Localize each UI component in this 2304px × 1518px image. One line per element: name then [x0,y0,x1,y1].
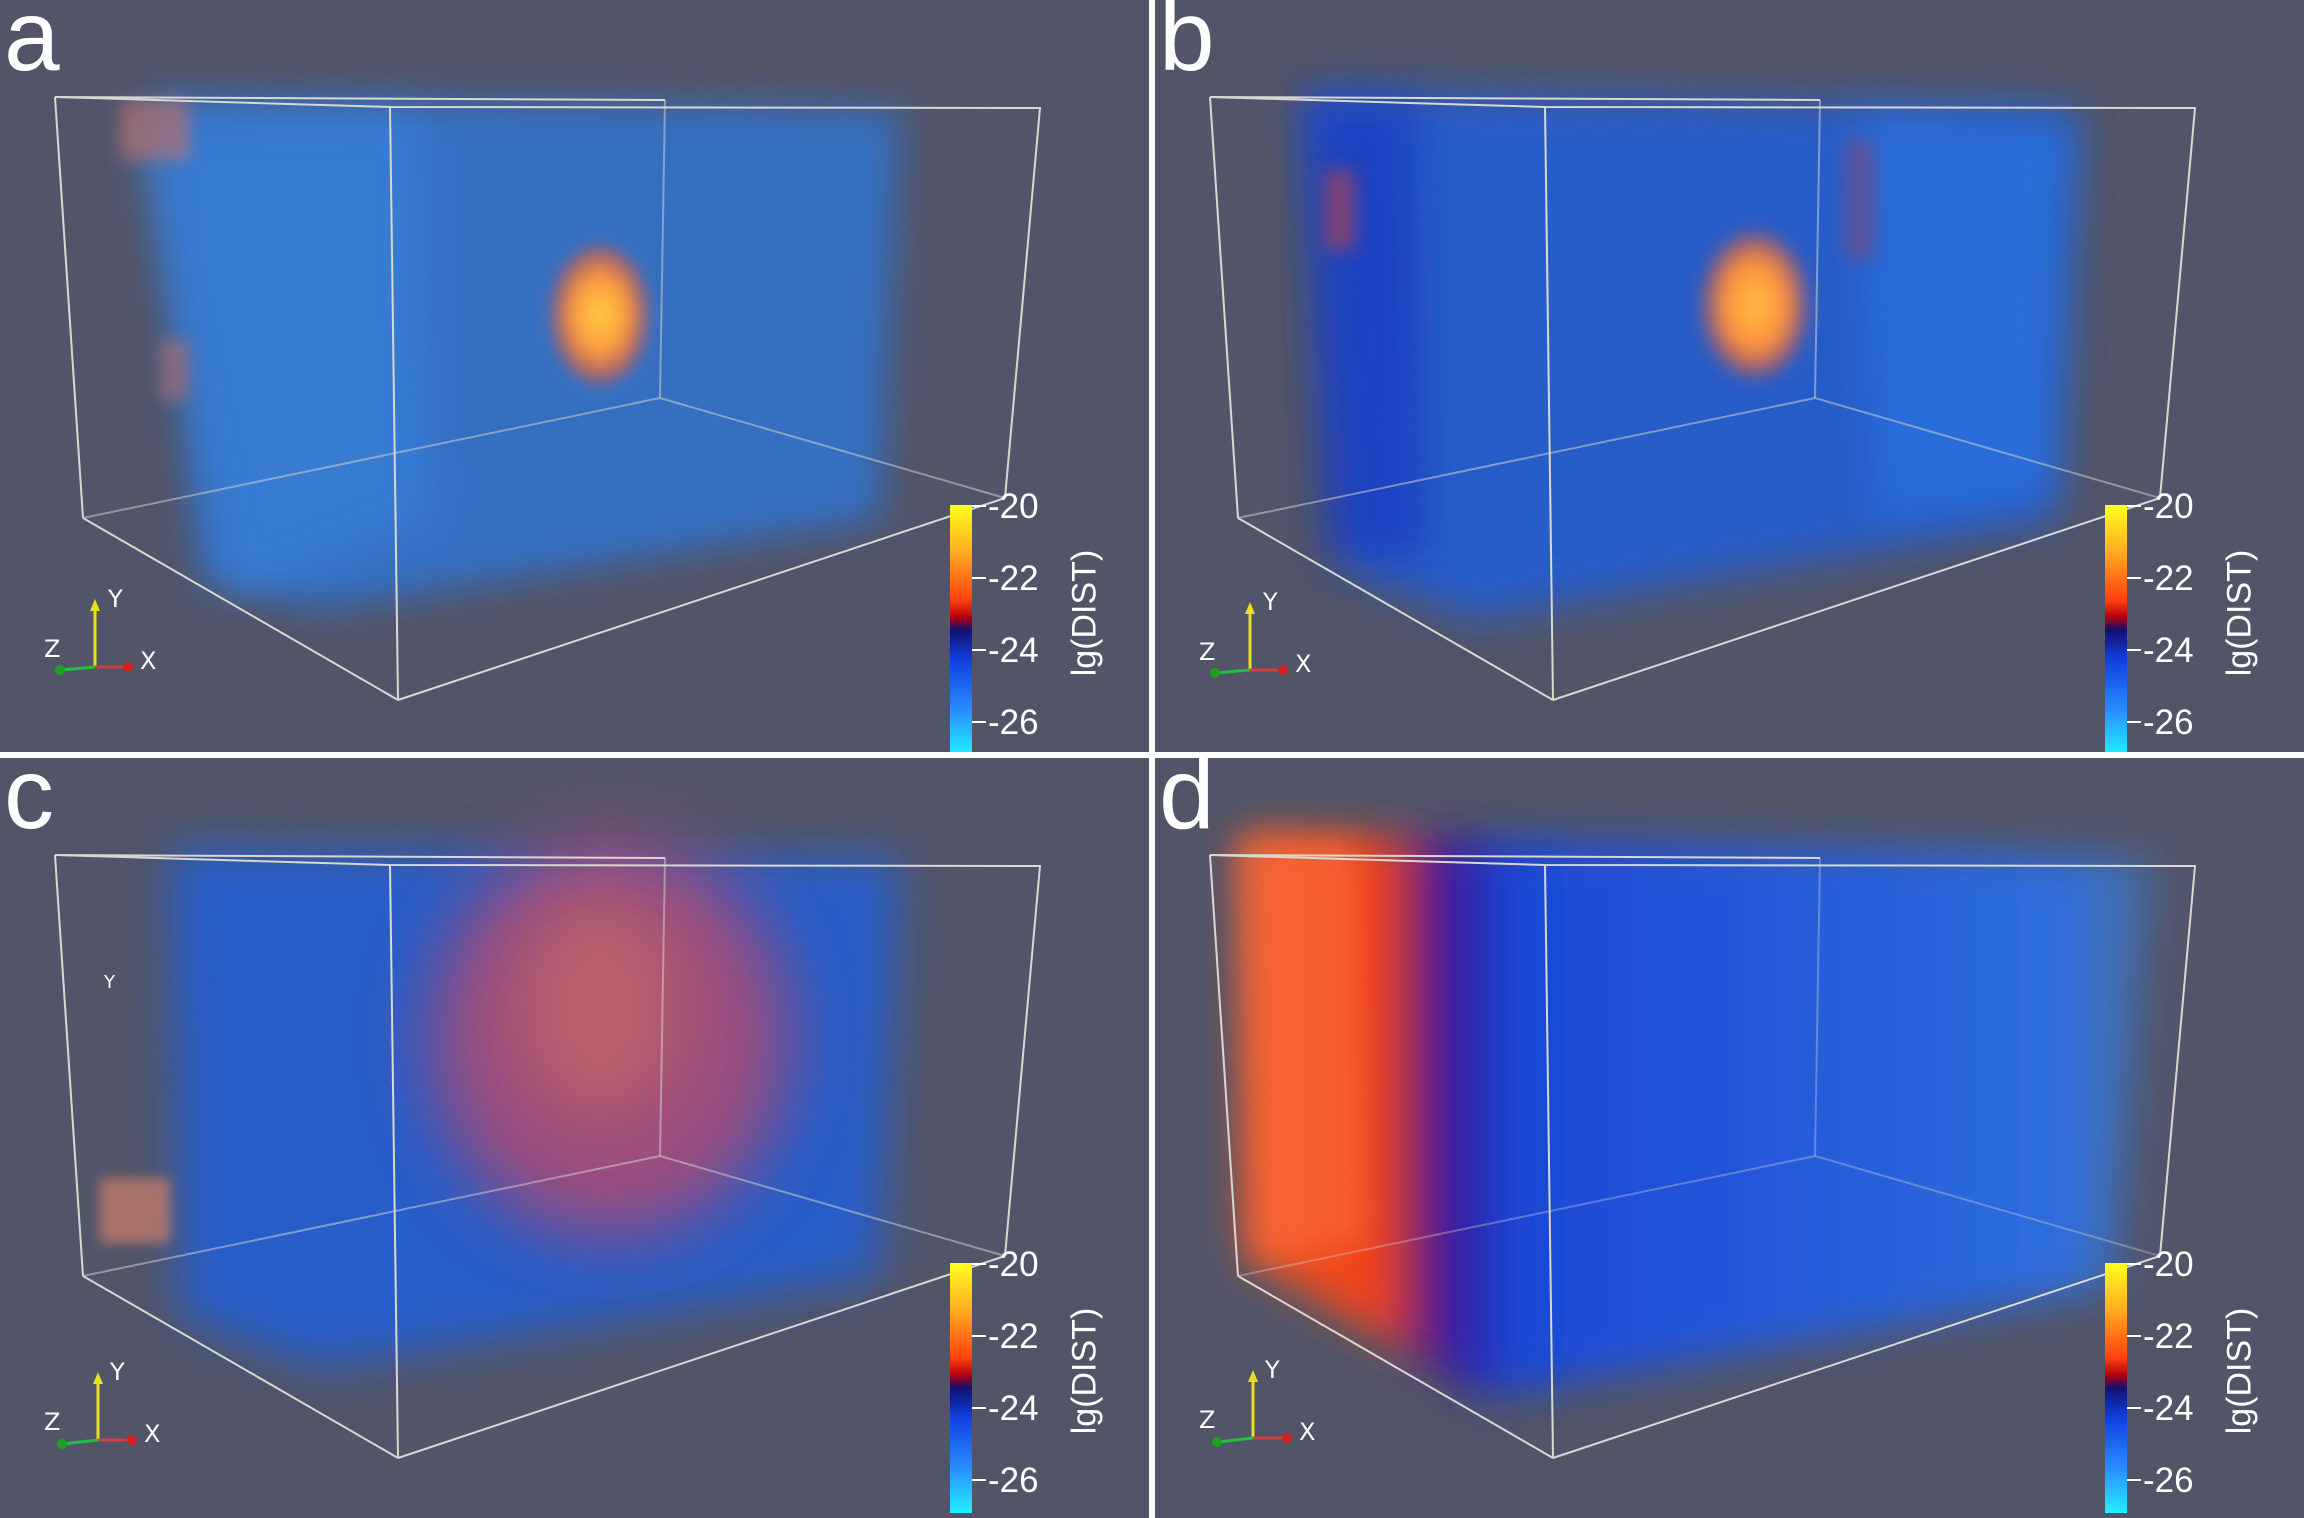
panel-letter-d: d [1159,758,1215,850]
axis-label-z: Z [44,1408,61,1436]
colorbar-tick: -20 [2143,1245,2194,1284]
colorbar-tick: -24 [988,1389,1039,1428]
colorbar-c: -20 -22 -24 -26 lg(DIST) [950,1247,1149,1513]
colorbar-title: lg(DIST) [1065,1307,1104,1435]
colorbar-tick: -20 [2143,487,2194,526]
z-axis-icon [1216,1436,1254,1444]
colorbar-gradient [2105,1263,2127,1513]
colorbar-tick: -22 [988,559,1039,598]
colorbar-tick: -24 [988,631,1039,670]
volume-render-d [1209,833,2197,1459]
axis-label-x: X [144,1420,161,1448]
hotspot-b [1703,233,1807,377]
axes-triad-d: Y Z X [1195,1356,1335,1456]
axis-label-y: Y [110,1358,125,1386]
colorbar-title: lg(DIST) [2220,549,2259,677]
colorbar-gradient [950,1263,972,1513]
axes-triad-a: Y Z X [40,585,180,685]
panel-c: c Y Y Z X -20 -22 -24 -26 lg(D [0,758,1149,1518]
colorbar-tick: -26 [2143,703,2194,742]
bounding-box-b [1209,96,2197,701]
axis-label-x: X [140,647,157,675]
volume-render-c [54,838,1042,1459]
z-axis-icon [59,665,96,672]
colorbar-b: -20 -22 -24 -26 lg(DIST) [2105,489,2304,752]
panel-b: b Y Z X -20 -22 -24 -26 lg(DIST) [1155,0,2304,752]
colorbar-tick: -26 [2143,1461,2194,1500]
colorbar-title: lg(DIST) [2220,1307,2259,1435]
colorbar-tick: -22 [2143,1317,2194,1356]
z-axis-icon [1214,668,1251,675]
panel-letter-c: c [4,758,54,850]
colorbar-tick: -24 [2143,631,2194,670]
floating-axis-label: Y [104,972,115,993]
axis-label-z: Z [1199,638,1216,666]
bounding-box-c [54,854,1042,1459]
colorbar-tick: -20 [988,1245,1039,1284]
z-axis-icon [61,1438,99,1446]
colorbar-tick: -26 [988,1461,1039,1500]
colorbar-tick: -26 [988,703,1039,742]
axis-label-x: X [1295,650,1312,678]
volume-render-a [54,95,1042,701]
hotspot-a [552,247,648,383]
axis-label-z: Z [1199,1406,1216,1434]
axis-label-y: Y [1265,1356,1280,1384]
axis-label-y: Y [1263,588,1278,616]
colorbar-tick: -22 [2143,559,2194,598]
colorbar-tick: -24 [2143,1389,2194,1428]
axis-label-x: X [1299,1418,1316,1446]
bounding-box-d [1209,854,2197,1459]
panel-letter-a: a [4,0,60,92]
colorbar-gradient [950,505,972,752]
colorbar-tick: -20 [988,487,1039,526]
colorbar-d: -20 -22 -24 -26 lg(DIST) [2105,1247,2304,1513]
axis-label-z: Z [44,635,61,663]
panel-a: a Y Z X -20 -22 -24 -26 lg(DIST) [0,0,1149,752]
axes-triad-c: Y Z X [40,1358,180,1458]
axis-label-y: Y [108,585,123,613]
bounding-box-a [54,96,1042,701]
colorbar-title: lg(DIST) [1065,549,1104,677]
axes-triad-b: Y Z X [1195,588,1335,688]
volume-render-b [1209,90,2197,701]
panel-letter-b: b [1159,0,1215,92]
colorbar-tick: -22 [988,1317,1039,1356]
panel-d: d Y Z X -20 -22 -24 -26 lg(DIST) [1155,758,2304,1518]
colorbar-a: -20 -22 -24 -26 lg(DIST) [950,489,1149,752]
colorbar-gradient [2105,505,2127,752]
